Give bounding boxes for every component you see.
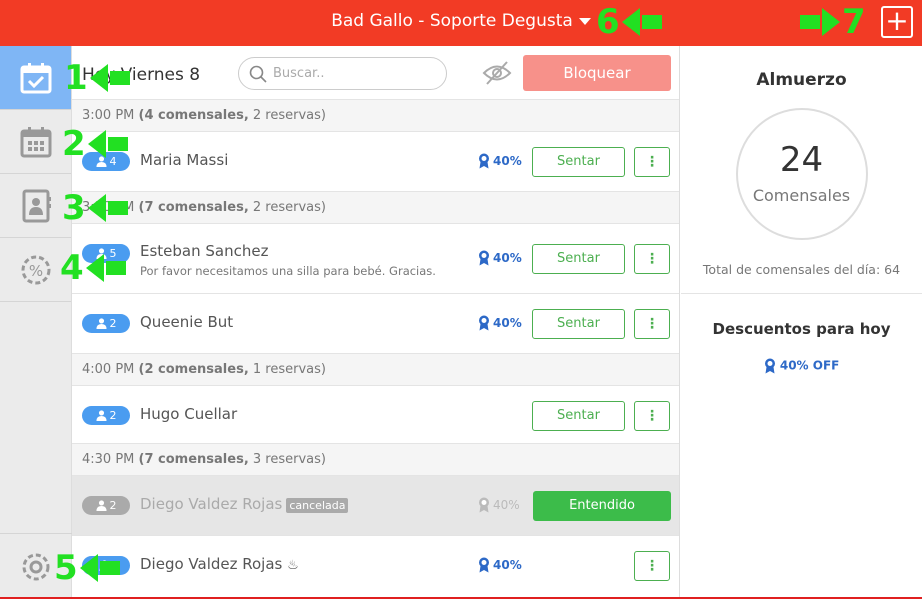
meal-title: Almuerzo	[756, 70, 847, 90]
discount-badge: 40%	[478, 153, 522, 169]
calendar-grid-icon	[20, 126, 51, 157]
reservation-list: Hoy Viernes 8 Buscar.. Bloquear 3:00 PM …	[72, 46, 680, 597]
sidebar: %	[0, 46, 72, 599]
guest-name: Esteban Sanchez	[140, 242, 269, 260]
add-reservation-button[interactable]: +	[881, 6, 913, 38]
annotation-7: 7	[800, 2, 866, 42]
discount-item: 40% OFF	[681, 358, 922, 374]
annotation-4: 4	[60, 248, 126, 288]
block-button[interactable]: Bloquear	[523, 55, 671, 91]
sidebar-item-today[interactable]	[0, 46, 71, 110]
party-size-badge: 2	[82, 314, 130, 333]
seat-button[interactable]: Sentar	[532, 244, 625, 274]
user-icon	[96, 410, 107, 421]
total-diners: Total de comensales del día: 64	[681, 262, 922, 294]
annotation-6: 6	[596, 2, 662, 42]
guest-name: Maria Massi	[140, 151, 229, 169]
user-icon	[96, 318, 107, 329]
cancelled-tag: cancelada	[286, 498, 349, 513]
reservation-row-cancelled[interactable]: 2 Diego Valdez Rojas cancelada 40% Entend…	[72, 476, 679, 536]
gear-icon	[22, 553, 50, 580]
discount-gear-icon: %	[21, 255, 50, 284]
guest-name: Queenie But	[140, 313, 234, 331]
plus-icon: +	[885, 4, 909, 37]
user-icon	[96, 500, 107, 511]
discount-badge: 40%	[478, 557, 522, 573]
reservation-row[interactable]: 2 Queenie But 40% Sentar ⋮	[72, 294, 679, 354]
guest-name: Diego Valdez Rojas cancelada	[140, 495, 349, 513]
more-options-button[interactable]: ⋮	[634, 401, 670, 431]
more-options-button[interactable]: ⋮	[634, 147, 670, 177]
time-section-header: 3:00 PM (4 comensales, 2 reservas)	[72, 100, 679, 132]
ribbon-icon	[764, 358, 776, 374]
restaurant-selector[interactable]: Bad Gallo - Soporte Degusta	[0, 11, 922, 31]
reservation-note: Por favor necesitamos una silla para beb…	[140, 264, 436, 278]
search-icon	[249, 65, 267, 83]
reservation-row[interactable]: 5 Esteban Sanchez Por favor necesitamos …	[72, 224, 679, 294]
discount-badge: 40%	[478, 250, 522, 266]
sidebar-item-discounts[interactable]: %	[0, 238, 71, 302]
restaurant-name: Bad Gallo - Soporte Degusta	[331, 11, 573, 31]
time-section-header: 4:30 PM (7 comensales, 3 reservas)	[72, 444, 679, 476]
discounts-title: Descuentos para hoy	[712, 320, 891, 338]
seat-button[interactable]: Sentar	[532, 401, 625, 431]
reservation-row[interactable]: 2 Hugo Cuellar Sentar ⋮	[72, 386, 679, 444]
ribbon-icon	[478, 315, 490, 331]
reservation-row[interactable]: 4 Maria Massi 40% Sentar ⋮	[72, 132, 679, 192]
more-options-button[interactable]: ⋮	[634, 551, 670, 581]
search-input[interactable]: Buscar..	[238, 57, 447, 90]
more-options-button[interactable]: ⋮	[634, 309, 670, 339]
bottom-border	[0, 597, 922, 599]
time-section-header: 4:00 PM (2 comensales, 1 reservas)	[72, 354, 679, 386]
list-toolbar: Hoy Viernes 8 Buscar.. Bloquear	[72, 46, 679, 100]
acknowledge-button[interactable]: Entendido	[533, 491, 671, 521]
party-size-badge: 2	[82, 406, 130, 425]
party-size-badge: 2	[82, 496, 130, 515]
sidebar-item-calendar[interactable]	[0, 110, 71, 174]
discount-badge: 40%	[478, 315, 522, 331]
time-section-header: 3:30 PM (7 comensales, 2 reservas)	[72, 192, 679, 224]
guest-name: Diego Valdez Rojas ♨	[140, 555, 299, 573]
settings-button[interactable]	[0, 533, 72, 599]
sidebar-item-contacts[interactable]	[0, 174, 71, 238]
discount-badge: 40%	[478, 497, 520, 513]
guest-name: Hugo Cuellar	[140, 405, 238, 423]
annotation-2: 2	[62, 124, 128, 164]
calendar-check-icon	[20, 62, 51, 93]
ribbon-icon	[478, 153, 490, 169]
annotation-1: 1	[64, 58, 130, 98]
birthday-cake-icon: ♨	[287, 558, 299, 573]
contacts-book-icon	[22, 189, 51, 222]
top-bar: Bad Gallo - Soporte Degusta +	[0, 0, 922, 46]
eye-slash-icon[interactable]	[482, 60, 512, 86]
diners-label: Comensales	[752, 186, 851, 205]
ribbon-icon	[478, 250, 490, 266]
annotation-5: 5	[54, 548, 120, 588]
diners-count: 24	[779, 140, 824, 180]
search-placeholder: Buscar..	[273, 66, 325, 81]
reservation-row[interactable]: Diego Valdez Rojas ♨ 40% ⋮	[72, 536, 679, 596]
more-options-button[interactable]: ⋮	[634, 244, 670, 274]
seat-button[interactable]: Sentar	[532, 147, 625, 177]
ribbon-icon	[478, 497, 490, 513]
caret-down-icon	[578, 17, 591, 25]
summary-panel: Almuerzo 24 Comensales Total de comensal…	[681, 46, 922, 597]
ribbon-icon	[478, 557, 490, 573]
svg-text:%: %	[28, 262, 42, 280]
annotation-3: 3	[62, 188, 128, 228]
diners-count-circle: 24 Comensales	[735, 108, 868, 240]
seat-button[interactable]: Sentar	[532, 309, 625, 339]
